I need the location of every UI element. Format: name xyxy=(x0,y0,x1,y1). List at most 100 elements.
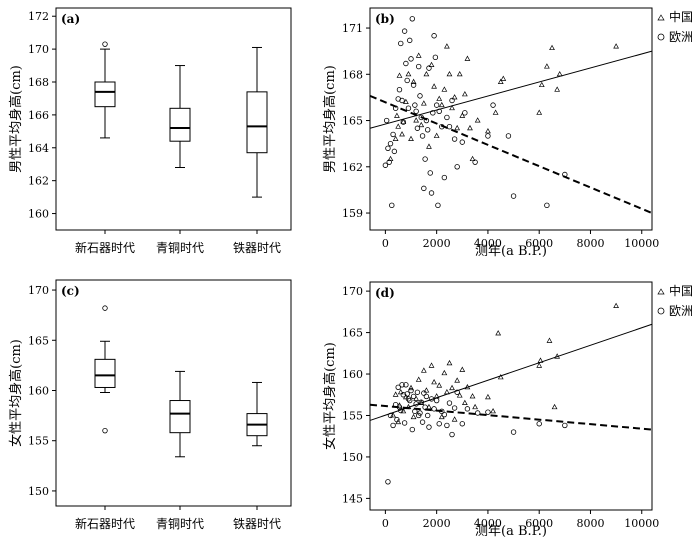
box-outlier xyxy=(102,41,108,47)
data-point-china xyxy=(469,155,476,162)
y-tick-label: 160 xyxy=(28,208,49,221)
y-tick-label: 150 xyxy=(28,485,49,498)
data-point-europe xyxy=(436,421,442,427)
data-point-china xyxy=(418,121,425,128)
fit-line-china xyxy=(369,323,653,421)
data-point-china xyxy=(433,132,440,138)
y-tick-label: 164 xyxy=(28,142,49,155)
y-tick-label: 150 xyxy=(342,451,363,464)
data-point-china xyxy=(546,337,553,343)
legend-europe-label: 欧洲 xyxy=(669,304,693,318)
data-point-china xyxy=(405,70,412,77)
data-point-china xyxy=(390,412,396,418)
data-point-china xyxy=(415,376,422,382)
data-point-europe xyxy=(408,387,414,394)
y-tick-label: 155 xyxy=(342,409,363,422)
data-point-europe xyxy=(413,108,419,114)
x-tick-label: 0 xyxy=(382,237,389,250)
data-point-europe xyxy=(394,416,400,423)
data-point-china xyxy=(441,86,448,92)
y-tick-label: 165 xyxy=(28,334,49,347)
data-point-china xyxy=(438,101,445,108)
data-point-europe xyxy=(408,56,414,62)
data-point-china xyxy=(392,135,399,141)
data-point-china xyxy=(464,55,471,61)
data-point-europe xyxy=(472,159,478,165)
data-point-china xyxy=(536,109,543,115)
data-point-china xyxy=(549,44,555,51)
panel-label: (d) xyxy=(375,286,395,300)
panel-c-female-box-plot: (c) 150 155 160 165 170 女性平均身高(cm) 新石器时代 青铜时代 铁器时… xyxy=(8,279,292,531)
y-tick-label: 155 xyxy=(28,435,49,448)
x-category-label: 青铜时代 xyxy=(156,240,204,255)
data-point-china xyxy=(461,399,468,405)
data-point-china xyxy=(551,403,558,410)
y-tick-label: 171 xyxy=(342,22,363,35)
box-iqr xyxy=(246,91,268,154)
data-point-europe xyxy=(403,60,409,67)
data-point-china xyxy=(413,117,420,123)
data-point-europe xyxy=(464,406,471,412)
y-axis-label: 女性平均身高(cm) xyxy=(8,339,24,447)
data-point-europe xyxy=(428,190,435,196)
data-point-europe xyxy=(389,202,395,209)
data-point-europe xyxy=(407,397,413,404)
y-tick-label: 168 xyxy=(28,76,49,89)
data-point-europe xyxy=(562,422,568,429)
data-point-china xyxy=(444,43,450,49)
data-point-europe xyxy=(451,136,458,142)
data-point-europe xyxy=(430,110,436,116)
y-tick-label: 162 xyxy=(342,161,363,174)
data-point-china xyxy=(392,391,399,397)
data-point-europe xyxy=(403,382,409,388)
data-point-europe xyxy=(419,133,426,139)
x-tick-label: 2000 xyxy=(423,237,451,250)
data-point-china xyxy=(451,94,458,100)
data-point-china xyxy=(485,393,491,400)
data-point-europe xyxy=(421,390,427,396)
data-point-europe xyxy=(536,421,542,427)
legend-europe-marker xyxy=(657,307,665,315)
data-point-china xyxy=(410,413,417,420)
panel-label: (a) xyxy=(61,12,80,26)
data-point-europe xyxy=(391,148,398,155)
data-point-europe xyxy=(432,54,439,61)
data-point-china xyxy=(556,70,563,77)
data-point-china xyxy=(431,378,437,385)
y-tick-label: 172 xyxy=(28,10,49,23)
data-point-europe xyxy=(424,127,431,133)
x-axis-label: 测年(a B.P.) xyxy=(475,524,547,539)
data-point-china xyxy=(420,367,427,373)
data-point-europe xyxy=(454,389,460,395)
data-point-europe xyxy=(399,97,405,104)
data-point-china xyxy=(420,100,427,106)
data-point-china xyxy=(495,330,502,336)
data-point-europe xyxy=(399,382,405,388)
data-point-europe xyxy=(396,87,403,93)
data-point-europe xyxy=(449,97,455,104)
plot-frame xyxy=(369,281,653,511)
data-point-china xyxy=(423,387,430,393)
fit-line-europe xyxy=(369,403,653,431)
data-point-europe xyxy=(419,419,426,425)
data-point-china xyxy=(613,302,619,308)
data-point-europe xyxy=(405,396,412,402)
data-point-china xyxy=(492,109,499,115)
data-point-europe xyxy=(544,202,550,209)
data-point-china xyxy=(538,81,545,88)
y-tick-label: 170 xyxy=(342,285,363,298)
data-point-china xyxy=(426,143,432,149)
data-point-china xyxy=(449,384,455,391)
data-point-europe xyxy=(412,102,418,108)
x-category-label: 青铜时代 xyxy=(156,516,204,531)
data-point-china xyxy=(497,374,504,380)
data-point-china xyxy=(459,112,466,118)
data-point-china xyxy=(446,359,453,366)
data-point-europe xyxy=(431,33,437,39)
data-point-china xyxy=(544,63,550,69)
data-point-china xyxy=(500,75,507,81)
data-point-china xyxy=(395,123,402,129)
legend-china-label: 中国 xyxy=(669,283,693,298)
x-tick-label: 6000 xyxy=(525,237,553,250)
legend-china-label: 中国 xyxy=(669,9,693,24)
